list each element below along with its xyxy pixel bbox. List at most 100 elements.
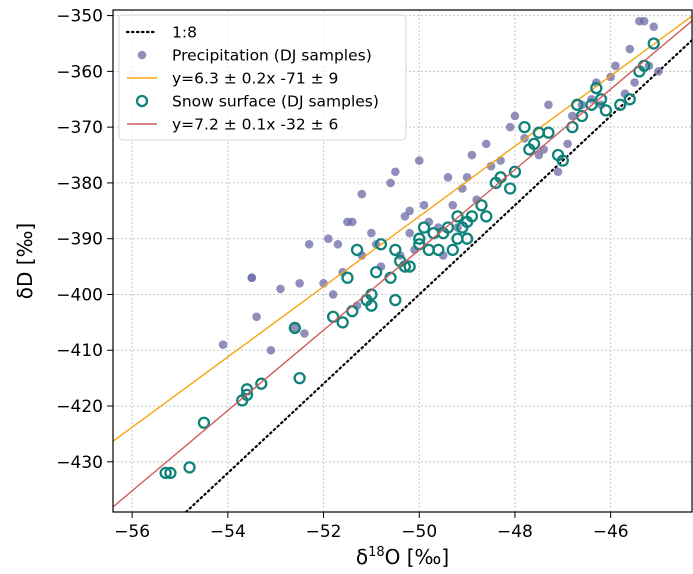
precipitation-point	[328, 290, 338, 299]
snow-surface-point	[614, 98, 627, 111]
snow-surface-point	[594, 93, 608, 106]
snow-surface-point	[465, 210, 479, 223]
snow-surface-point	[374, 238, 388, 251]
precipitation-point	[654, 67, 663, 76]
y-tick-label: −370	[56, 118, 103, 138]
snow-surface-point	[480, 210, 493, 223]
clipped-series	[113, 15, 692, 512]
snow-surface-point	[159, 466, 172, 480]
precipitation-point	[544, 100, 553, 110]
x-tick-label: −56	[114, 522, 150, 542]
precipitation-point	[510, 111, 520, 121]
precipitation-point	[467, 150, 477, 160]
snow-surface-point	[432, 243, 445, 256]
precipitation-point	[630, 78, 639, 87]
precipitation-point	[649, 22, 659, 32]
precipitation-point	[539, 145, 548, 154]
snow-surface-point	[365, 299, 378, 312]
precipitation-point	[625, 44, 635, 54]
precipitation-point	[304, 239, 314, 249]
precipitation-point	[357, 189, 367, 199]
snow-surface-point	[389, 293, 402, 307]
precipitation-dj-samples-points	[218, 16, 663, 355]
snow-surface-point	[350, 243, 364, 256]
x-tick-label: −54	[210, 522, 246, 542]
snow-surface-point	[446, 243, 459, 256]
snow-surface-point	[527, 137, 541, 151]
snow-surface-point	[575, 109, 589, 123]
snow-surface-dj-samples-points	[159, 37, 660, 480]
y-tick-label: −430	[56, 453, 103, 473]
precipitation-point	[443, 173, 453, 182]
precipitation-point	[563, 139, 572, 149]
legend-label: y=6.3 ± 0.2x -71 ± 9	[172, 70, 338, 88]
precipitation-point	[419, 200, 429, 210]
precipitation-point	[505, 122, 515, 132]
snow-surface-point	[413, 232, 426, 245]
y-tick-label: −350	[56, 7, 103, 27]
legend-label: y=7.2 ± 0.1x -32 ± 6	[172, 116, 338, 134]
y-7-2-0-1x-32-6-line	[113, 20, 692, 508]
snow-surface-point	[389, 243, 402, 256]
x-tick-label: −52	[306, 522, 342, 542]
1-8-line	[184, 39, 692, 512]
precipitation-point	[400, 212, 410, 221]
y-tick-label: −410	[56, 341, 103, 361]
snow-surface-point	[288, 321, 301, 335]
snow-surface-point	[590, 81, 603, 95]
snow-surface-point	[451, 210, 464, 223]
precipitation-point	[300, 329, 309, 338]
snow-surface-point	[475, 199, 488, 212]
snow-surface-point	[585, 98, 598, 111]
legend: 1:8 Precipitation (DJ samples) y=6.3 ± 0.2…	[118, 14, 407, 141]
snow-surface-point	[370, 266, 383, 279]
precipitation-point	[333, 239, 343, 249]
x-tick-label: −50	[401, 522, 437, 542]
y-axis-title: δD [‰]	[13, 223, 37, 299]
snow-surface-point	[571, 98, 584, 111]
legend-box	[118, 14, 407, 141]
x-tick-label: −48	[497, 522, 533, 542]
precipitation-point	[534, 150, 544, 160]
snow-surface-point	[508, 165, 522, 178]
snow-surface-point	[623, 93, 636, 106]
legend-label: 1:8	[172, 24, 197, 42]
precipitation-point	[639, 16, 649, 26]
y-tick-label: −360	[56, 62, 103, 82]
precipitation-point	[462, 173, 472, 182]
precipitation-point	[496, 156, 505, 165]
snow-surface-point	[341, 271, 354, 284]
snow-surface-point	[518, 120, 531, 134]
y-6-3-0-2x-71-9-line	[113, 15, 692, 442]
precipitation-point	[448, 200, 458, 210]
x-axis-title: δ18O [‰]	[356, 545, 449, 569]
snow-surface-point	[164, 466, 177, 480]
snow-surface-point	[183, 461, 196, 474]
snow-surface-point	[460, 232, 474, 245]
precipitation-point	[276, 284, 285, 294]
x-tick-label: −46	[593, 522, 629, 542]
snow-surface-point	[556, 154, 569, 167]
precipitation-point	[290, 323, 300, 333]
precipitation-point	[252, 312, 261, 322]
snow-surface-point	[336, 316, 349, 329]
y-tick-label: −420	[56, 397, 103, 417]
precipitation-point	[414, 156, 424, 165]
snow-surface-point	[240, 388, 254, 402]
precipitation-point	[405, 228, 414, 238]
snow-surface-point	[197, 416, 211, 429]
snow-surface-point	[255, 377, 268, 390]
legend-precipitation-marker	[137, 50, 147, 60]
precipitation-point	[481, 139, 491, 149]
precipitation-point	[247, 273, 257, 283]
axis-ticks: −56 −54 −52 −50 −48 −46 −350 −360 −370 −380 −390 −4…	[56, 7, 628, 542]
precipitation-point	[405, 206, 414, 216]
precipitation-point	[295, 279, 304, 288]
legend-label: Precipitation (DJ samples)	[172, 47, 372, 65]
snow-surface-point	[346, 305, 359, 318]
snow-surface-point	[326, 310, 340, 323]
snow-surface-point	[599, 104, 613, 117]
precipitation-point	[266, 345, 276, 355]
